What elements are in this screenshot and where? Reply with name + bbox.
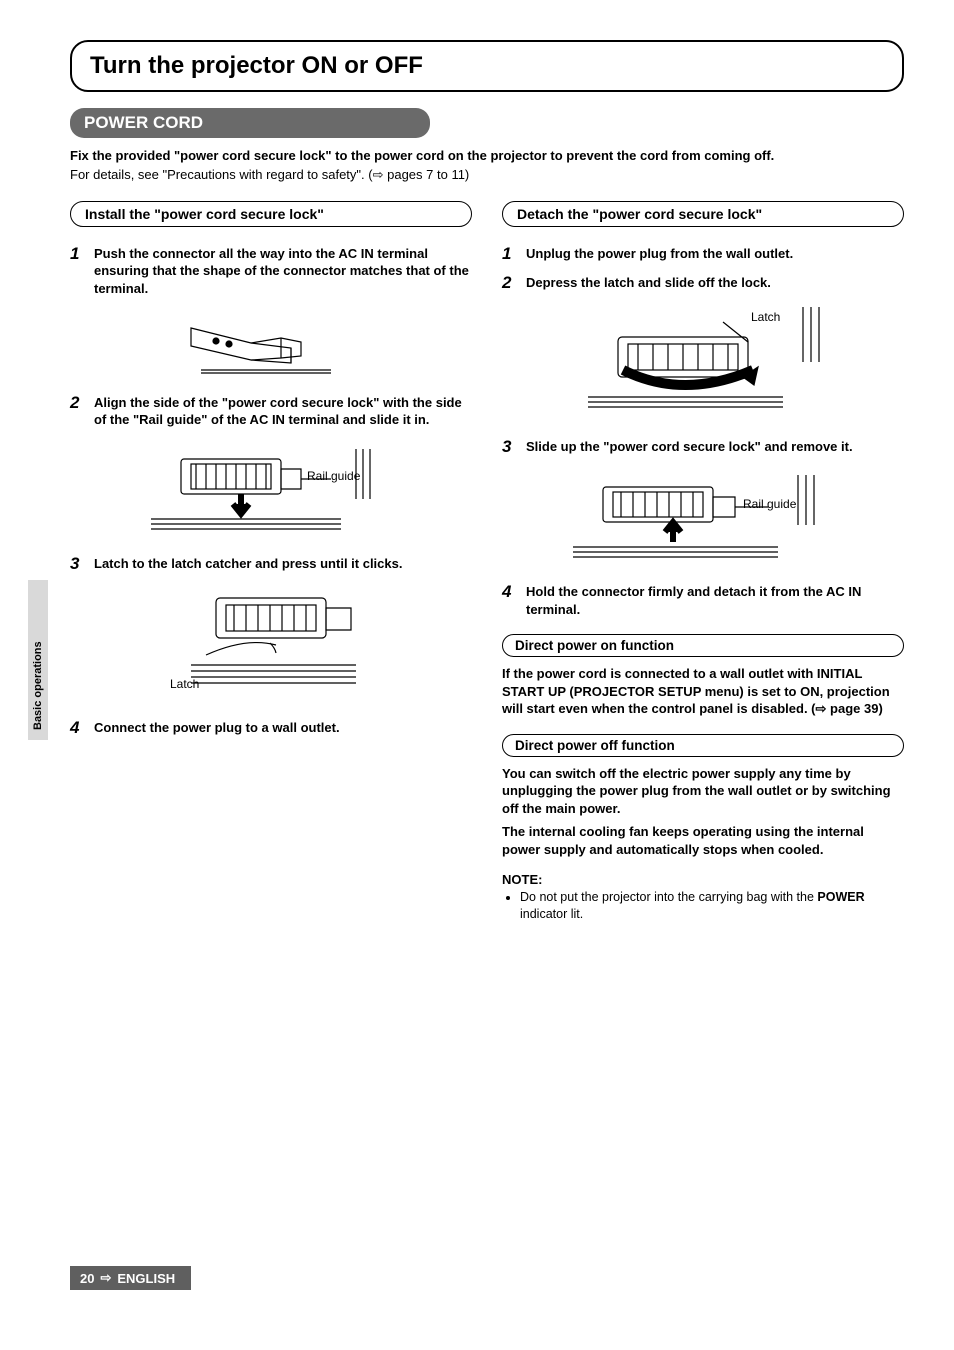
note-heading: NOTE: [502, 872, 904, 887]
figure-rail-guide-left: Rail guide [70, 439, 472, 539]
right-step-4: 4 Hold the connector firmly and detach i… [502, 583, 904, 618]
columns: Install the "power cord secure lock" 1 P… [70, 201, 904, 922]
section-title-wrap: Turn the projector ON or OFF [70, 40, 904, 92]
power-cord-heading: POWER CORD [70, 108, 430, 138]
left-column: Install the "power cord secure lock" 1 P… [70, 201, 472, 922]
rail-guide-label: Rail guide [307, 469, 360, 483]
step-number: 4 [70, 719, 86, 738]
footer-lang: ENGLISH [117, 1271, 175, 1286]
direct-power-on-heading: Direct power on function [502, 634, 904, 657]
figure-latch-left: Latch [70, 583, 472, 703]
note-suffix: indicator lit. [520, 907, 583, 921]
figure-latch-right: Latch [502, 302, 904, 422]
intro-suffix: pages 7 to 11) [384, 167, 470, 182]
note-bold: POWER [817, 890, 864, 904]
figure-rail-guide-right: Rail guide [502, 467, 904, 567]
left-step-3: 3 Latch to the latch catcher and press u… [70, 555, 472, 574]
step-number: 4 [502, 583, 518, 618]
arrow-icon: ⇨ [373, 167, 384, 182]
step-number: 1 [70, 245, 86, 298]
direct-power-off-text1: You can switch off the electric power su… [502, 765, 904, 818]
step-text: Align the side of the "power cord secure… [94, 394, 472, 429]
direct-power-off-heading: Direct power off function [502, 734, 904, 757]
step-text: Unplug the power plug from the wall outl… [526, 245, 793, 264]
intro-plain: For details, see "Precautions with regar… [70, 167, 904, 183]
right-heading: Detach the "power cord secure lock" [502, 201, 904, 227]
page-number: 20 [80, 1271, 94, 1286]
latch-label: Latch [170, 677, 199, 691]
direct-power-off-text2: The internal cooling fan keeps operating… [502, 823, 904, 858]
right-step-2: 2 Depress the latch and slide off the lo… [502, 274, 904, 293]
section-title: Turn the projector ON or OFF [90, 52, 884, 80]
latch-label-right: Latch [751, 310, 780, 324]
left-step-4: 4 Connect the power plug to a wall outle… [70, 719, 472, 738]
intro-bold: Fix the provided "power cord secure lock… [70, 148, 904, 165]
arrow-icon: ⇨ [100, 1270, 111, 1286]
right-step-1: 1 Unplug the power plug from the wall ou… [502, 245, 904, 264]
intro-prefix: For details, see "Precautions with regar… [70, 167, 373, 182]
step-number: 3 [502, 438, 518, 457]
left-heading: Install the "power cord secure lock" [70, 201, 472, 227]
step-number: 3 [70, 555, 86, 574]
step-text: Slide up the "power cord secure lock" an… [526, 438, 853, 457]
note-prefix: Do not put the projector into the carryi… [520, 890, 817, 904]
step-text: Push the connector all the way into the … [94, 245, 472, 298]
step-text: Connect the power plug to a wall outlet. [94, 719, 340, 738]
step-text: Depress the latch and slide off the lock… [526, 274, 771, 293]
right-column: Detach the "power cord secure lock" 1 Un… [502, 201, 904, 922]
arrow-icon: ⇨ [816, 701, 827, 716]
step-number: 2 [502, 274, 518, 293]
step-text: Hold the connector firmly and detach it … [526, 583, 904, 618]
side-tab: Basic operations [28, 580, 48, 740]
right-step-3: 3 Slide up the "power cord secure lock" … [502, 438, 904, 457]
step-number: 2 [70, 394, 86, 429]
left-step-2: 2 Align the side of the "power cord secu… [70, 394, 472, 429]
direct-on-suffix: page 39) [826, 701, 882, 716]
footer-bar: 20 ⇨ ENGLISH [70, 1266, 191, 1290]
note-item: Do not put the projector into the carryi… [520, 889, 904, 922]
step-number: 1 [502, 245, 518, 264]
figure-connector [70, 308, 472, 378]
note-list: Do not put the projector into the carryi… [502, 889, 904, 922]
left-step-1: 1 Push the connector all the way into th… [70, 245, 472, 298]
rail-guide-label-right: Rail guide [743, 497, 796, 511]
direct-power-on-text: If the power cord is connected to a wall… [502, 665, 904, 718]
step-text: Latch to the latch catcher and press unt… [94, 555, 402, 574]
